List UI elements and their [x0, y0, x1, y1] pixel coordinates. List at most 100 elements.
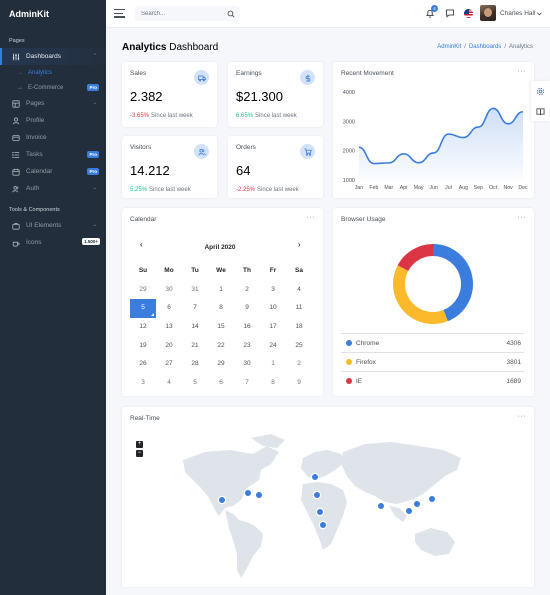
calendar-day[interactable]: 11: [295, 304, 303, 312]
breadcrumb-adminkit[interactable]: AdminKit: [437, 44, 462, 50]
calendar-day[interactable]: 31: [191, 285, 199, 293]
card-title: Recent Movement: [341, 70, 394, 77]
pro-badge: Pro: [87, 168, 99, 175]
donut-slice-firefox[interactable]: [393, 265, 448, 324]
calendar-day[interactable]: 17: [269, 323, 277, 331]
calendar-day[interactable]: 2: [297, 360, 301, 368]
map-marker[interactable]: [318, 520, 328, 530]
calendar-weekday: Sa: [295, 267, 303, 274]
calendar-day[interactable]: 2: [245, 285, 249, 293]
map-marker[interactable]: [404, 506, 414, 516]
search-input[interactable]: [135, 10, 223, 17]
map-marker[interactable]: [243, 488, 253, 498]
map-marker[interactable]: [312, 490, 322, 500]
bell-icon[interactable]: [425, 8, 435, 18]
calendar-day[interactable]: 14: [191, 323, 199, 331]
message-icon[interactable]: [445, 8, 455, 18]
map-marker[interactable]: [254, 490, 264, 500]
calendar-day[interactable]: 30: [243, 360, 251, 368]
docs-button[interactable]: [531, 101, 550, 121]
arrow-right-icon: →: [17, 84, 23, 91]
map-marker[interactable]: [412, 499, 422, 509]
sidebar-sub-ecommerce[interactable]: → E-Commerce Pro: [0, 80, 106, 95]
calendar-weekday: Tu: [191, 267, 199, 274]
calendar-day[interactable]: 23: [243, 341, 251, 349]
sidebar-item-label: Profile: [26, 117, 45, 124]
calendar-day[interactable]: 30: [165, 285, 173, 293]
calendar-day[interactable]: 8: [271, 379, 275, 387]
map-marker[interactable]: [376, 501, 386, 511]
card-title: Visitors: [130, 144, 152, 151]
sidebar-sub-analytics[interactable]: → Analytics: [0, 65, 106, 80]
us-flag-icon[interactable]: [464, 9, 473, 18]
calendar-day[interactable]: 10: [269, 304, 277, 312]
calendar-day[interactable]: 15: [217, 323, 225, 331]
calendar-day[interactable]: 29: [217, 360, 225, 368]
more-options-icon[interactable]: ···: [306, 214, 315, 221]
user-name[interactable]: Charles Hall: [500, 10, 536, 17]
calendar-day[interactable]: 25: [295, 341, 303, 349]
calendar-day[interactable]: 21: [191, 341, 199, 349]
calendar-day[interactable]: 29: [139, 285, 147, 293]
calendar-day[interactable]: 6: [167, 304, 171, 312]
map-zoom-out-button[interactable]: −: [136, 450, 143, 457]
sidebar-item-profile[interactable]: Profile: [0, 112, 106, 129]
avatar[interactable]: [480, 5, 496, 21]
calendar-day[interactable]: 13: [165, 323, 173, 331]
calendar-day[interactable]: 5: [193, 379, 197, 387]
list-icon: [11, 150, 20, 159]
calendar-day[interactable]: 7: [193, 304, 197, 312]
world-map[interactable]: [175, 430, 475, 582]
sidebar-item-ui-elements[interactable]: UI Elements ⌄: [0, 217, 106, 234]
calendar-day[interactable]: 3: [141, 379, 145, 387]
donut-slice-chrome[interactable]: [432, 244, 473, 322]
map-marker[interactable]: [427, 494, 437, 504]
calendar-day[interactable]: 6: [219, 379, 223, 387]
calendar-day[interactable]: 16: [243, 323, 251, 331]
calendar-day[interactable]: 22: [217, 341, 225, 349]
breadcrumb-dashboards[interactable]: Dashboards: [468, 44, 502, 50]
calendar-day[interactable]: 7: [245, 379, 249, 387]
donut-slice-ie[interactable]: [397, 244, 434, 272]
search-icon[interactable]: [227, 10, 235, 18]
calendar-day[interactable]: 3: [271, 285, 275, 293]
calendar-icon: [11, 167, 20, 176]
calendar-day[interactable]: 26: [139, 360, 147, 368]
sidebar-item-calendar[interactable]: Calendar Pro: [0, 163, 106, 180]
calendar-day[interactable]: 4: [167, 379, 171, 387]
calendar-day[interactable]: 1: [219, 285, 223, 293]
calendar-next-button[interactable]: ›: [298, 240, 301, 249]
calendar-day[interactable]: 8: [219, 304, 223, 312]
calendar-day[interactable]: 28: [191, 360, 199, 368]
calendar-day[interactable]: 18: [295, 323, 303, 331]
calendar-day[interactable]: 24: [269, 341, 277, 349]
calendar-day[interactable]: 12: [139, 323, 147, 331]
sidebar-item-icons[interactable]: Icons 1.500+: [0, 234, 106, 251]
more-options-icon[interactable]: ···: [517, 214, 526, 221]
calendar-day[interactable]: 27: [165, 360, 173, 368]
map-zoom-in-button[interactable]: +: [136, 441, 143, 448]
calendar-day[interactable]: 1: [271, 360, 275, 368]
calendar-day[interactable]: 19: [139, 341, 147, 349]
calendar-day[interactable]: 20: [165, 341, 173, 349]
sidebar-item-dashboards[interactable]: Dashboards ⌃: [0, 48, 106, 65]
sidebar-item-tasks[interactable]: Tasks Pro: [0, 146, 106, 163]
layout-icon: [11, 99, 20, 108]
more-options-icon[interactable]: ···: [517, 413, 526, 420]
hamburger-menu-icon[interactable]: [114, 9, 125, 18]
calendar-prev-button[interactable]: ‹: [140, 240, 143, 249]
map-marker[interactable]: [315, 507, 325, 517]
brand-logo[interactable]: AdminKit: [9, 9, 49, 19]
sidebar-item-auth[interactable]: Auth ⌄: [0, 180, 106, 197]
calendar-day[interactable]: 9: [297, 379, 301, 387]
map-marker[interactable]: [310, 472, 320, 482]
more-options-icon[interactable]: ···: [517, 68, 526, 75]
sidebar-item-invoice[interactable]: Invoice: [0, 129, 106, 146]
chevron-down-icon[interactable]: [537, 12, 542, 16]
settings-button[interactable]: [531, 81, 550, 101]
calendar-day[interactable]: 9: [245, 304, 249, 312]
map-marker[interactable]: [217, 495, 227, 505]
calendar-day-selected[interactable]: 5: [130, 299, 156, 319]
sidebar-item-pages[interactable]: Pages ⌄: [0, 95, 106, 112]
calendar-day[interactable]: 4: [297, 285, 301, 293]
